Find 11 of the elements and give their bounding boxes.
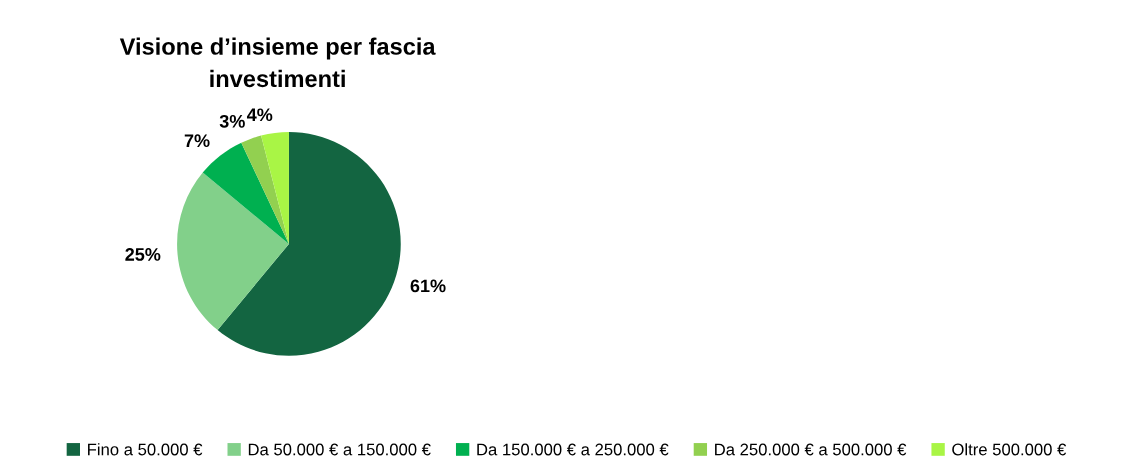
data-label: 4%: [246, 108, 273, 122]
data-label: 3%: [219, 114, 245, 128]
data-label: 25%: [125, 248, 161, 261]
data-label: 61%: [410, 279, 446, 293]
chart-title: Visione d’insieme per fascia investimenti: [119, 37, 436, 88]
legend-label: Oltre 500.000 €: [952, 443, 1067, 456]
legend-label: Da 250.000 € a 500.000 €: [715, 443, 907, 456]
data-label: 7%: [184, 134, 210, 148]
legend-label: Fino a 50.000 €: [88, 443, 203, 456]
legend-label: Da 50.000 € a 150.000 €: [248, 443, 431, 456]
legend-label: Da 150.000 € a 250.000 €: [477, 443, 669, 456]
